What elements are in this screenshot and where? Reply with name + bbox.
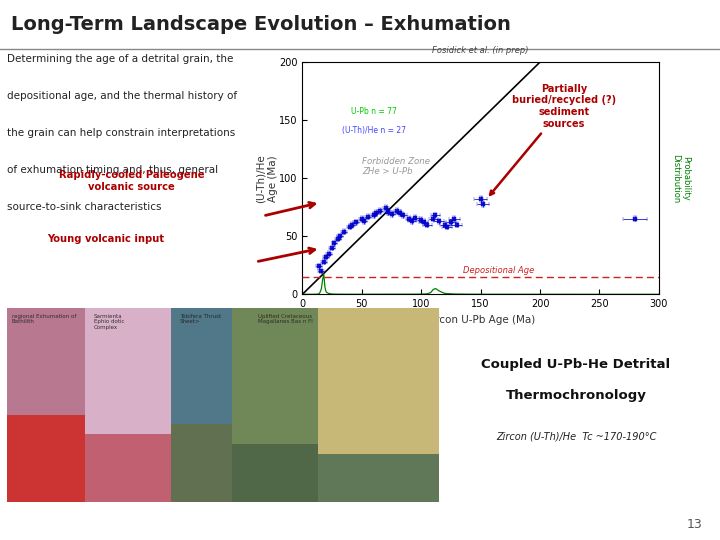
Text: Rapidly-cooled Paleogene
volcanic source: Rapidly-cooled Paleogene volcanic source (59, 171, 204, 192)
Bar (318, 308, 439, 454)
Text: Zircon (U-Th)/He  Tc ~170-190°C: Zircon (U-Th)/He Tc ~170-190°C (496, 431, 656, 441)
Text: Forbidden Zone: Forbidden Zone (362, 157, 430, 166)
Text: Thermochronology: Thermochronology (505, 389, 647, 402)
Bar (7, 308, 85, 502)
Bar (85, 308, 171, 434)
Bar (171, 424, 232, 502)
Bar (7, 415, 85, 502)
Text: the grain can help constrain interpretations: the grain can help constrain interpretat… (7, 128, 235, 138)
Text: depositional age, and the thermal history of: depositional age, and the thermal histor… (7, 91, 238, 101)
Text: ZHe > U-Pb: ZHe > U-Pb (362, 166, 413, 176)
Bar (232, 308, 318, 444)
Bar (318, 454, 439, 502)
Bar (232, 444, 318, 502)
Text: regional Exhumation of
Bathilith: regional Exhumation of Bathilith (12, 314, 76, 325)
X-axis label: Zircon U-Pb Age (Ma): Zircon U-Pb Age (Ma) (426, 315, 536, 325)
Text: Determining the age of a detrital grain, the: Determining the age of a detrital grain,… (7, 54, 233, 64)
Text: 13: 13 (686, 518, 702, 531)
Text: Uplifted Cretaceous
Magallanes Bas n Fl: Uplifted Cretaceous Magallanes Bas n Fl (258, 314, 312, 325)
Text: Tobifera Thrust
Sheet>: Tobifera Thrust Sheet> (180, 314, 221, 325)
Text: Probability
Distribution: Probability Distribution (671, 153, 690, 203)
Y-axis label: (U-Th)/He
Age (Ma): (U-Th)/He Age (Ma) (256, 154, 278, 202)
Text: Sarmienta
Ephio dotic
Complex: Sarmienta Ephio dotic Complex (94, 314, 124, 330)
Text: source-to-sink characteristics: source-to-sink characteristics (7, 202, 162, 212)
Bar (85, 434, 171, 502)
Text: Depositional Age: Depositional Age (463, 266, 534, 274)
Text: of exhumation timing and, thus, general: of exhumation timing and, thus, general (7, 165, 218, 175)
Text: Long-Term Landscape Evolution – Exhumation: Long-Term Landscape Evolution – Exhumati… (11, 15, 510, 34)
Text: Coupled U-Pb-He Detrital: Coupled U-Pb-He Detrital (482, 358, 670, 371)
Text: Young volcanic input: Young volcanic input (47, 234, 164, 244)
Text: Partially
buried/recycled (?)
sediment
sources: Partially buried/recycled (?) sediment s… (490, 84, 616, 195)
Bar (171, 308, 232, 424)
Text: Fosidick et al. (in prep): Fosidick et al. (in prep) (432, 46, 529, 55)
